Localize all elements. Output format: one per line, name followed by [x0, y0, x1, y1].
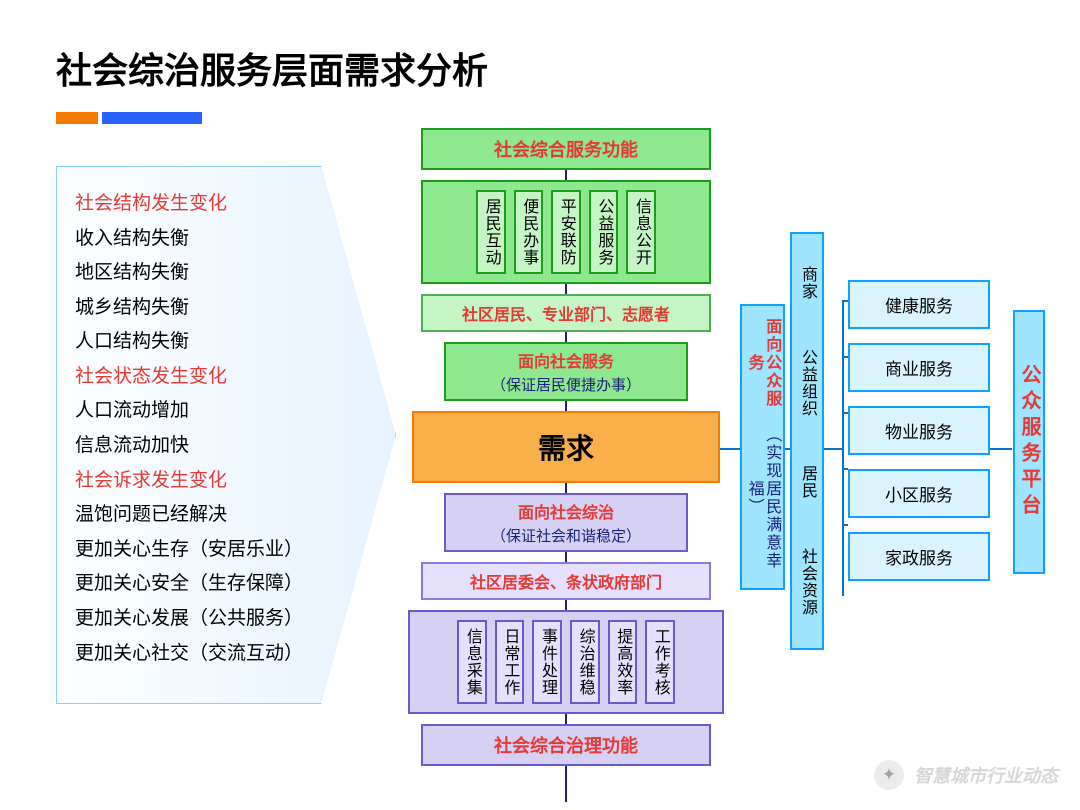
watermark: ✦ 智慧城市行业动态 [874, 760, 1058, 790]
mid-bot-sub: （保证社会和谐稳定） [446, 525, 686, 550]
left-list-item: 更加关心发展（公共服务） [75, 602, 385, 637]
left-arrow-panel: 社会结构发生变化收入结构失衡地区结构失衡城乡结构失衡人口结构失衡社会状态发生变化… [56, 166, 396, 704]
page-title: 社会综治服务层面需求分析 [56, 42, 488, 94]
left-list-item: 更加关心生存（安居乐业） [75, 533, 385, 568]
accent-bars [56, 112, 202, 124]
left-list-item: 社会结构发生变化 [75, 187, 385, 222]
bot-items-box: 信息采集日常工作事件处理综治维稳提高效率工作考核 [408, 610, 724, 714]
mid-top-sub: （保证居民便捷办事） [446, 374, 686, 399]
conn-svc-plat [990, 448, 1012, 450]
top-item: 信息公开 [626, 190, 656, 274]
left-list-item: 社会状态发生变化 [75, 360, 385, 395]
bot-item: 信息采集 [457, 620, 487, 704]
mid-top-title: 面向社会服务 [446, 344, 686, 374]
top-item: 便民办事 [514, 190, 544, 274]
mid-top-box: 面向社会服务 （保证居民便捷办事） [444, 342, 688, 401]
mid-bot-box: 面向社会综治 （保证社会和谐稳定） [444, 493, 688, 552]
left-list-item: 更加关心安全（生存保障） [75, 567, 385, 602]
bot-item: 日常工作 [495, 620, 525, 704]
left-list-item: 社会诉求发生变化 [75, 464, 385, 499]
service-item: 物业服务 [848, 406, 990, 455]
left-list-item: 城乡结构失衡 [75, 291, 385, 326]
service-item: 家政服务 [848, 532, 990, 581]
right1-box: 面向公众服务 （实现居民满意幸福） [740, 304, 785, 590]
top-item: 居民互动 [476, 190, 506, 274]
conn-col2-svc [824, 448, 844, 450]
left-list-item: 人口流动增加 [75, 394, 385, 429]
right1-sub: （实现居民满意幸福） [745, 413, 780, 582]
services-column: 健康服务商业服务物业服务小区服务家政服务 [848, 280, 990, 595]
left-list-item: 收入结构失衡 [75, 222, 385, 257]
bot-people-box: 社区居委会、条状政府部门 [421, 562, 711, 600]
right2-item: 居民 [795, 465, 819, 499]
platform-box: 公众服务平台 [1013, 310, 1045, 574]
top-item: 平安联防 [551, 190, 581, 274]
watermark-text: 智慧城市行业动态 [914, 762, 1058, 788]
mid-bot-title: 面向社会综治 [446, 495, 686, 525]
service-item: 小区服务 [848, 469, 990, 518]
platform-column: 公众服务平台 [1012, 310, 1046, 574]
service-item: 健康服务 [848, 280, 990, 329]
svc-vline [842, 300, 844, 596]
top-header-box: 社会综合服务功能 [421, 128, 711, 170]
bar-blue [102, 112, 202, 124]
left-list-item: 更加关心社交（交流互动） [75, 637, 385, 672]
center-diagram: 社会综合服务功能 居民互动便民办事平安联防公益服务信息公开 社区居民、专业部门、… [408, 128, 724, 766]
right2-box: 商家公益组织居民社会资源 [790, 232, 824, 650]
bot-header-box: 社会综合治理功能 [421, 724, 711, 766]
left-list-item: 人口结构失衡 [75, 325, 385, 360]
right-col2: 商家公益组织居民社会资源 [790, 232, 824, 650]
left-list-item: 信息流动加快 [75, 429, 385, 464]
right2-item: 社会资源 [795, 548, 819, 616]
top-items-box: 居民互动便民办事平安联防公益服务信息公开 [421, 180, 711, 284]
wechat-icon: ✦ [874, 760, 904, 790]
right-col1: 面向公众服务 （实现居民满意幸福） [740, 304, 772, 590]
left-list-item: 地区结构失衡 [75, 256, 385, 291]
top-item: 公益服务 [589, 190, 619, 274]
demand-box: 需求 [412, 411, 720, 483]
service-item: 商业服务 [848, 343, 990, 392]
right2-item: 公益组织 [795, 349, 819, 417]
bot-item: 综治维稳 [570, 620, 600, 704]
right1-title: 面向公众服务 [745, 312, 780, 413]
bar-orange [56, 112, 98, 124]
bot-item: 事件处理 [532, 620, 562, 704]
bot-item: 工作考核 [645, 620, 675, 704]
top-people-box: 社区居民、专业部门、志愿者 [421, 294, 711, 332]
right2-item: 商家 [795, 266, 819, 300]
left-list-item: 温饱问题已经解决 [75, 498, 385, 533]
bot-item: 提高效率 [608, 620, 638, 704]
